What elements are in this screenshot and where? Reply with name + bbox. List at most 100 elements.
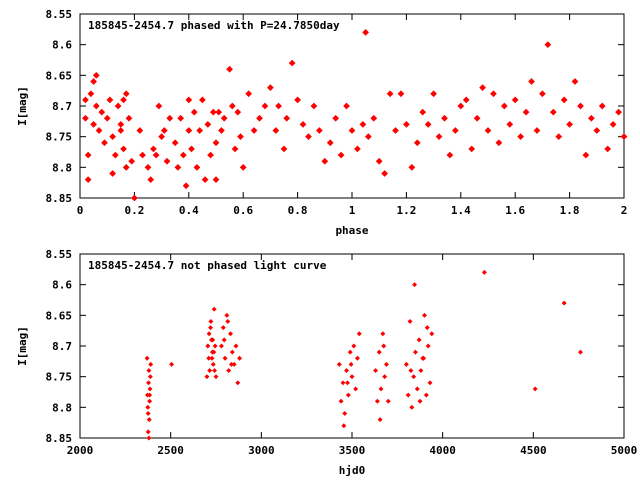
- data-point: [560, 96, 568, 104]
- y-tick-label: 8.85: [46, 192, 73, 205]
- data-point: [321, 157, 329, 165]
- data-point: [211, 306, 217, 312]
- data-point: [413, 349, 418, 355]
- data-point: [155, 102, 163, 110]
- data-point: [272, 127, 280, 134]
- data-point: [101, 139, 108, 147]
- data-point: [245, 90, 253, 98]
- y-axis-label: I[mag]: [16, 326, 29, 366]
- data-point: [95, 127, 103, 134]
- data-point: [120, 96, 127, 104]
- data-point: [169, 361, 175, 367]
- data-point: [373, 368, 379, 373]
- data-point: [451, 127, 459, 134]
- x-tick-label: 4500: [520, 444, 547, 457]
- data-point: [403, 361, 409, 367]
- y-axis-label: I[mag]: [16, 86, 29, 126]
- data-point: [577, 102, 584, 110]
- data-point: [234, 108, 242, 116]
- data-point: [377, 417, 383, 423]
- data-point: [408, 368, 414, 373]
- data-point: [199, 96, 206, 104]
- data-point: [193, 163, 201, 171]
- data-point: [204, 374, 210, 380]
- data-point: [424, 325, 430, 331]
- data-point: [288, 59, 296, 67]
- data-point: [409, 404, 415, 410]
- data-point: [417, 398, 423, 404]
- data-point: [228, 361, 234, 367]
- data-point: [414, 386, 420, 392]
- data-point: [147, 386, 153, 392]
- data-point: [147, 392, 153, 398]
- data-point: [210, 337, 216, 343]
- y-tick-label: 8.75: [46, 371, 73, 384]
- data-point: [122, 163, 130, 171]
- data-point: [522, 108, 530, 116]
- data-point: [103, 114, 111, 122]
- data-point: [374, 398, 380, 404]
- data-point: [145, 404, 151, 410]
- data-point: [109, 133, 117, 141]
- x-axis-label: hjd0: [339, 464, 366, 477]
- data-point: [435, 133, 443, 141]
- data-point: [532, 386, 538, 392]
- y-tick-label: 8.7: [52, 340, 72, 353]
- data-point: [392, 127, 399, 134]
- data-point: [152, 151, 160, 159]
- data-point: [423, 392, 429, 398]
- data-point: [179, 151, 187, 159]
- data-point: [462, 96, 470, 104]
- data-point: [228, 102, 236, 110]
- data-point: [425, 343, 431, 349]
- data-point: [620, 133, 628, 141]
- data-point: [337, 151, 345, 159]
- data-point: [231, 361, 237, 367]
- x-tick-label: 0: [77, 204, 84, 217]
- data-point: [84, 176, 92, 183]
- data-point: [385, 398, 391, 404]
- data-point: [571, 78, 579, 85]
- data-point: [146, 435, 152, 441]
- data-point: [528, 78, 535, 85]
- data-point: [145, 411, 151, 416]
- data-point: [382, 374, 388, 380]
- data-point: [375, 157, 383, 165]
- data-point: [578, 349, 583, 355]
- data-point: [220, 325, 226, 331]
- data-point: [147, 176, 155, 183]
- x-tick-label: 1.8: [560, 204, 580, 217]
- x-axis-label: phase: [335, 224, 368, 237]
- data-point: [148, 361, 154, 367]
- data-point: [114, 102, 122, 110]
- data-point: [383, 361, 389, 367]
- data-point: [225, 319, 231, 324]
- data-point: [166, 114, 174, 122]
- data-point: [221, 337, 227, 343]
- data-point: [185, 127, 193, 134]
- data-point: [209, 355, 215, 361]
- phased-light-curve-panel: 0 0.2 0.4 0.6 0.8 1 1.2 1.4 1.6 1.8 2 8.55 8.6 8.65 8.…: [16, 8, 628, 237]
- data-point: [177, 114, 185, 122]
- data-point: [582, 151, 590, 159]
- data-point: [490, 90, 497, 98]
- data-point: [226, 65, 233, 73]
- x-tick-label: 3500: [339, 444, 366, 457]
- data-point: [150, 145, 157, 153]
- data-point: [228, 331, 233, 337]
- data-point: [378, 386, 384, 392]
- data-point: [109, 170, 117, 177]
- data-point: [424, 121, 432, 128]
- data-point: [261, 102, 269, 110]
- data-point: [354, 355, 360, 361]
- data-point: [544, 41, 552, 49]
- x-tick-label: 1.4: [451, 204, 471, 217]
- plot-title: 185845-2454.7 not phased light curve: [88, 259, 327, 272]
- data-point: [566, 121, 573, 128]
- data-point: [82, 96, 89, 104]
- data-point: [356, 331, 362, 337]
- data-point: [549, 108, 557, 116]
- data-point: [226, 368, 232, 373]
- data-point: [299, 121, 307, 128]
- y-tick-label: 8.55: [46, 8, 73, 21]
